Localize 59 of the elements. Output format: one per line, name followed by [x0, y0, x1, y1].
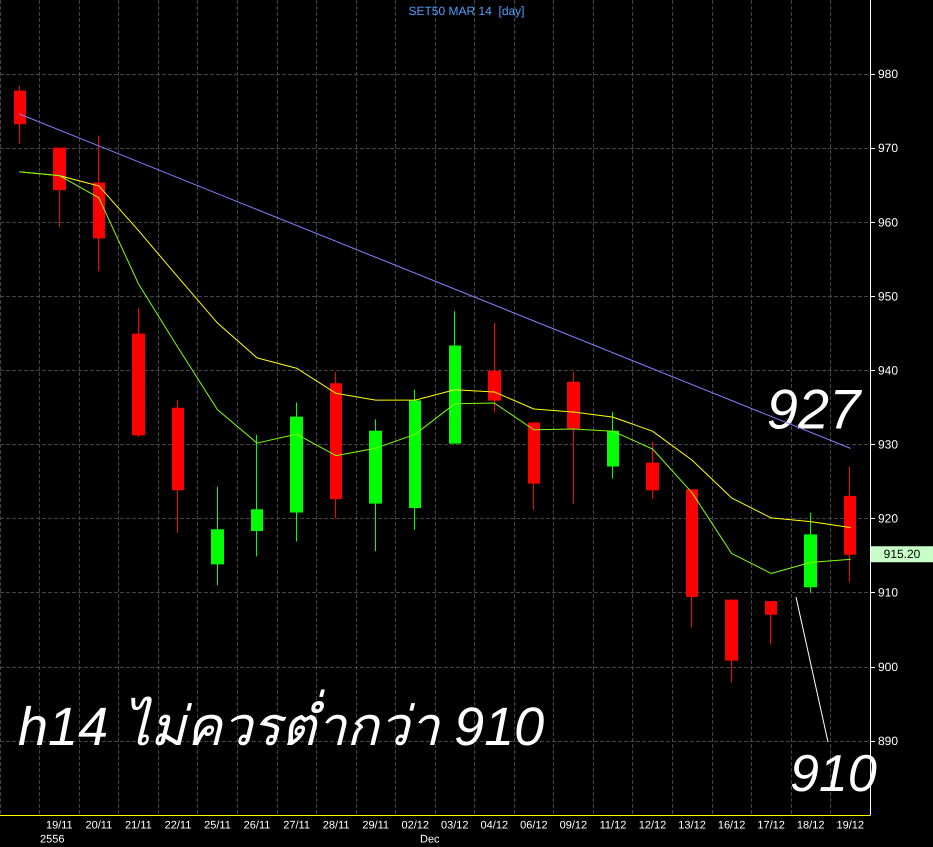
x-tick-label: 25/11 [204, 820, 231, 832]
y-tick-label: 960 [878, 215, 898, 230]
y-tick-label: 890 [878, 734, 898, 748]
candlestick [804, 512, 817, 594]
y-tick-label: 910 [878, 586, 898, 600]
annotation: 927 [766, 377, 862, 440]
candlestick [725, 600, 738, 683]
x-tick-label: 13/12 [678, 820, 706, 832]
x-tick-label: 19/12 [836, 820, 864, 832]
x-tick-label: 11/12 [600, 820, 626, 832]
candlestick [369, 418, 382, 552]
x-tick-label: 21/11 [125, 820, 152, 832]
candlestick [132, 308, 145, 438]
x-tick-label: 12/12 [638, 820, 666, 832]
x-tick-label: 06/12 [520, 820, 548, 832]
candlestick [172, 400, 184, 534]
x-tick-label: 03/12 [441, 820, 469, 832]
candlestick [528, 422, 540, 510]
x-tick-label: 29/11 [362, 820, 390, 832]
candlestick [567, 371, 580, 504]
candlestick [765, 601, 777, 646]
candlestick [449, 310, 461, 444]
candlestick [330, 371, 342, 520]
x-tick-label: 28/11 [322, 820, 350, 832]
candlestick [488, 322, 501, 414]
text: 2556 [40, 834, 64, 846]
annotation: 915.20 [884, 547, 921, 562]
x-tick-label: 18/12 [796, 820, 824, 832]
text: Dec [420, 834, 440, 846]
y-tick-label: 980 [878, 67, 898, 82]
candlestick [290, 402, 303, 542]
x-tick-label: 02/12 [401, 820, 429, 832]
candlestick [646, 441, 659, 500]
candlestick [607, 411, 619, 480]
x-tick-label: 19/11 [46, 820, 73, 832]
candlestick [409, 389, 421, 530]
x-tick-label: 27/11 [283, 820, 310, 832]
annotation: h14 ไม่ควรต่ำกว่า 910 [18, 689, 544, 757]
x-tick-label: 04/12 [480, 820, 508, 832]
x-tick-label: 26/11 [244, 820, 270, 832]
y-tick-label: 970 [878, 141, 898, 156]
x-tick-label: 17/12 [757, 820, 785, 832]
x-tick-label: 22/11 [164, 820, 192, 832]
y-tick-label: 900 [878, 660, 898, 674]
candlestick [251, 434, 263, 557]
chart-title: SET50 MAR 14 [day] [408, 4, 525, 18]
candlestick [53, 148, 66, 228]
x-tick-label: 09/12 [560, 820, 588, 832]
y-tick-label: 940 [878, 363, 898, 378]
candlestick [93, 135, 105, 272]
x-tick-label: 20/11 [86, 820, 112, 832]
candlestick [211, 486, 224, 586]
candlestick [844, 466, 856, 583]
y-tick-label: 920 [878, 512, 898, 526]
y-tick-label: 930 [878, 438, 898, 452]
candlestick [14, 85, 26, 144]
y-tick-label: 950 [878, 289, 898, 304]
candlestick [686, 489, 698, 628]
x-tick-label: 16/12 [718, 820, 746, 832]
